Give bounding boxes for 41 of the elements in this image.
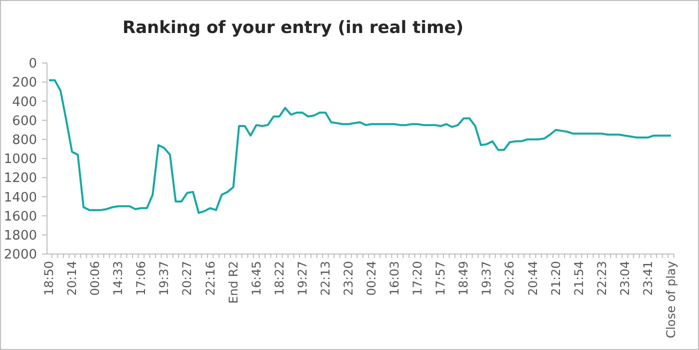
x-tick-label: 18:22 — [272, 261, 286, 296]
x-tick-label: 00:24 — [364, 261, 379, 296]
x-tick-label: 23:04 — [618, 261, 632, 296]
y-tick-label: 2000 — [4, 248, 37, 263]
x-tick-label: Close of play — [664, 261, 678, 338]
x-tick-label: 22:16 — [203, 261, 218, 296]
x-tick-label: 20:27 — [180, 261, 194, 296]
x-tick-label: 21:54 — [572, 261, 586, 296]
x-tick-label: 23:20 — [341, 261, 356, 296]
x-tick-label: 18:49 — [456, 261, 471, 296]
x-tick-label: 18:50 — [42, 261, 56, 296]
y-tick-label: 400 — [12, 94, 37, 110]
x-tick-label: 17:20 — [410, 261, 425, 296]
x-tick-label: 22:23 — [594, 261, 609, 296]
x-tick-label: 22:13 — [318, 261, 332, 296]
y-tick-label: 1400 — [4, 190, 37, 206]
x-tick-label: 19:37 — [480, 261, 494, 296]
x-tick-label: 20:26 — [502, 261, 517, 296]
x-tick-label: 14:33 — [111, 261, 126, 296]
x-tick-label: 19:37 — [157, 261, 172, 296]
line-series — [48, 79, 672, 214]
y-tick-label: 200 — [12, 76, 37, 91]
x-tick-label: 17:06 — [134, 261, 148, 296]
x-tick-label: 21:20 — [548, 261, 563, 296]
y-tick-label: 1000 — [4, 152, 37, 168]
x-tick-label: 23:41 — [640, 261, 655, 296]
chart-title: Ranking of your entry (in real time) — [122, 18, 464, 38]
x-tick-label: 20:44 — [526, 261, 540, 296]
y-tick-label: 1800 — [4, 228, 37, 244]
y-tick-label: 0 — [28, 56, 37, 72]
x-tick-label: End R2 — [226, 261, 240, 304]
y-tick-label: 800 — [12, 132, 37, 148]
x-tick-label: 00:06 — [88, 261, 102, 296]
y-tick-label: 1200 — [4, 171, 37, 186]
x-tick-label: 19:27 — [295, 261, 310, 296]
x-tick-label: 17:57 — [434, 261, 448, 296]
y-tick-label: 1600 — [4, 209, 37, 224]
x-tick-label: 16:45 — [249, 261, 264, 296]
x-tick-label: 20:14 — [65, 261, 80, 296]
x-tick-label: 16:03 — [388, 261, 402, 296]
y-tick-label: 600 — [12, 114, 37, 129]
